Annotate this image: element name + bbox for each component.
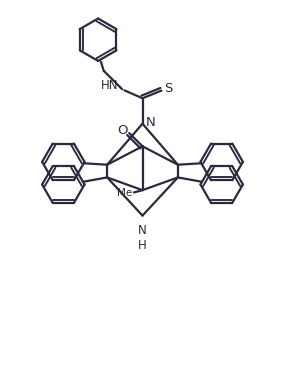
Text: N
H: N H: [138, 224, 147, 252]
Text: Me: Me: [117, 188, 133, 198]
Text: O: O: [117, 124, 128, 137]
Text: HN: HN: [100, 79, 118, 92]
Text: N: N: [146, 116, 155, 129]
Text: S: S: [165, 82, 173, 95]
